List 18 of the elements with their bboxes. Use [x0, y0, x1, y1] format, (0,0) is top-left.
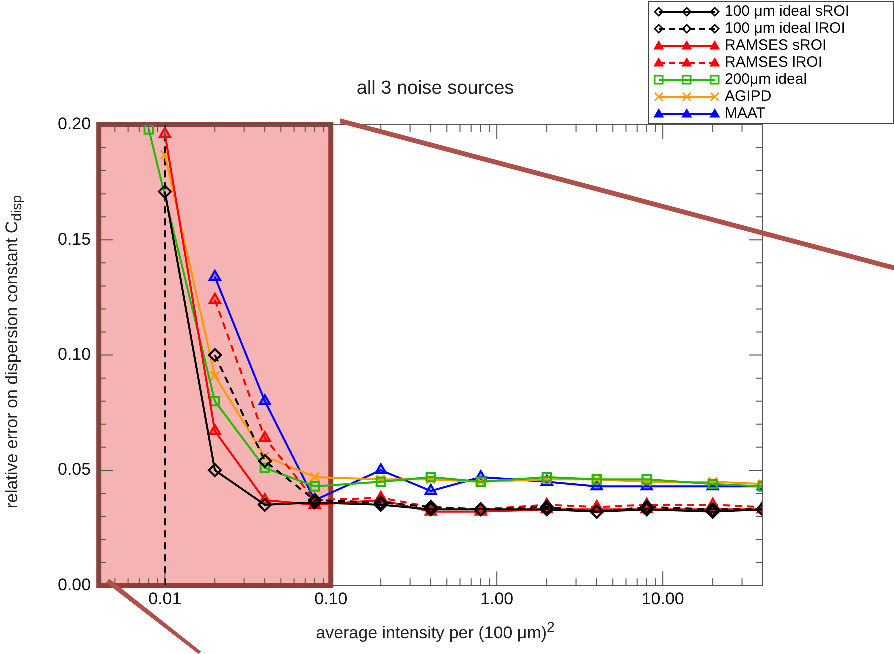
x-axis-title: average intensity per (100 μm)$^{2}$ [315, 620, 556, 644]
y-tick-label: 0.05 [58, 460, 92, 480]
legend-label: 100 μm ideal lROI [725, 20, 846, 37]
y-tick-label: 0.10 [58, 344, 92, 364]
x-tick-label: 0.01 [148, 589, 182, 608]
x-tick-label: 10.00 [642, 589, 684, 608]
legend-label: RAMSES lROI [725, 54, 823, 71]
x-tick-label: 1.00 [480, 589, 514, 608]
legend-label: MAAT [725, 105, 766, 122]
legend-label: 200μm ideal [725, 71, 808, 88]
legend-label: RAMSES sROI [725, 37, 827, 54]
y-tick-label: 0.00 [58, 575, 92, 594]
legend-label: AGIPD [725, 88, 772, 105]
y-tick-label: 0.15 [58, 230, 92, 249]
chart-title: all 3 noise sources [356, 78, 514, 99]
y-tick-label: 0.20 [58, 114, 92, 134]
legend-label: 100 μm ideal sROI [725, 3, 850, 20]
x-tick-label: 0.10 [314, 589, 348, 608]
